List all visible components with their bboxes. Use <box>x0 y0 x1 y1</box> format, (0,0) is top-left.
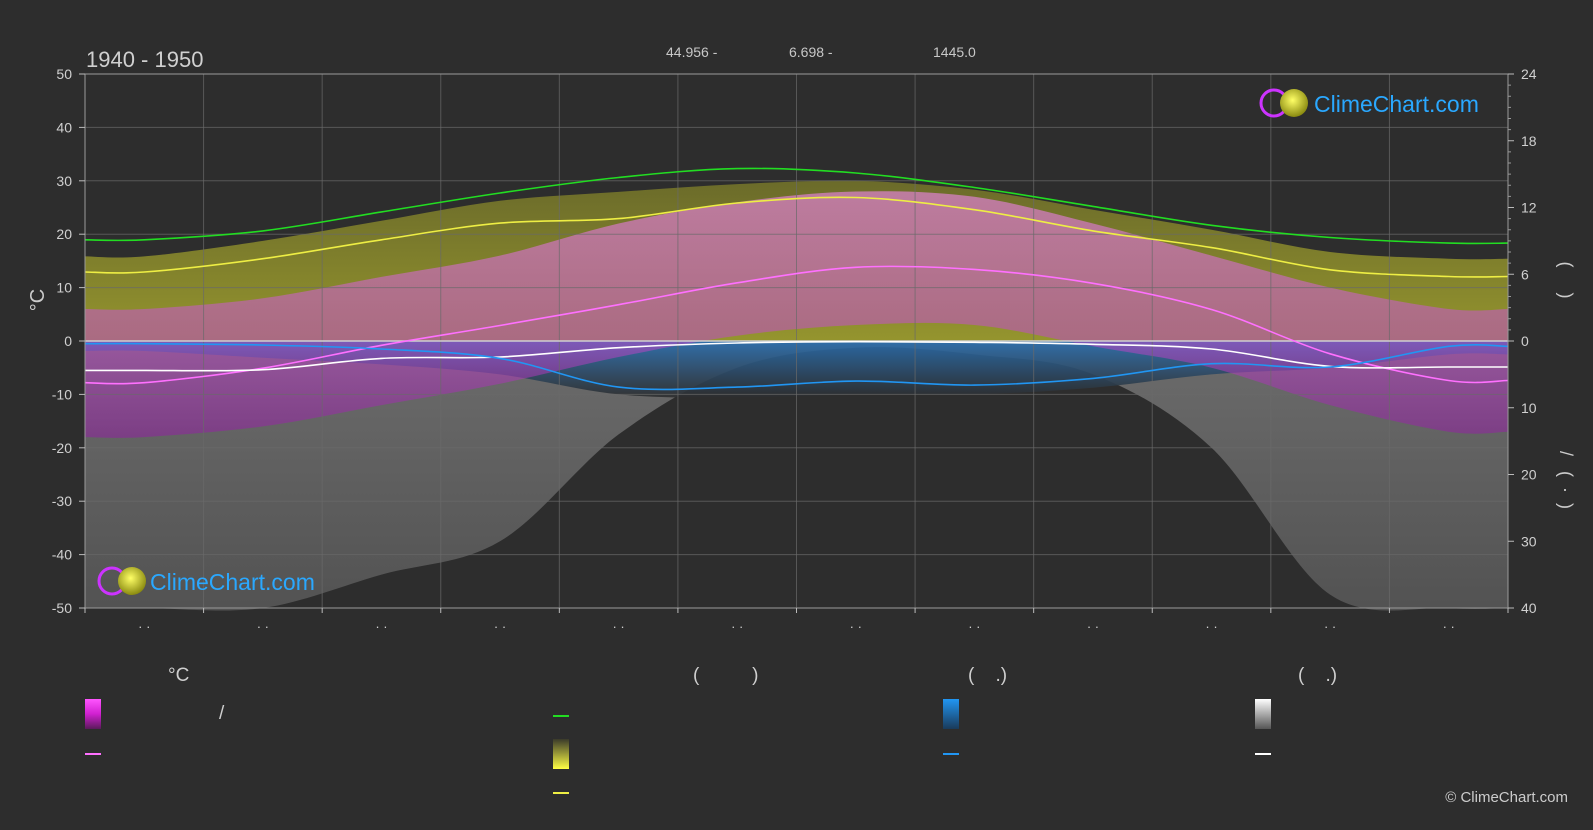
right-tick-label-hours: 24 <box>1521 66 1537 82</box>
plot-area <box>84 73 1509 611</box>
right-tick-label-mm: 30 <box>1521 533 1537 549</box>
legend-temp-range-swatch <box>85 699 101 729</box>
month-label: · · <box>1087 619 1099 634</box>
legend-snow-header: ( .) <box>1298 665 1338 686</box>
month-label: · · <box>1324 619 1336 634</box>
series-line-temp_mean <box>84 265 1509 385</box>
left-tick-label: -30 <box>52 493 72 509</box>
brand-logo-bottom: ClimeChart.com <box>97 566 315 596</box>
right-tick-label-hours: 0 <box>1521 333 1529 349</box>
copyright: © ClimeChart.com <box>1445 789 1568 806</box>
legend-temp-header: °C <box>168 665 190 686</box>
month-label: · · <box>494 619 506 634</box>
left-tick-label: 0 <box>64 333 72 349</box>
right-tick-label-mm: 10 <box>1521 400 1537 416</box>
period-title: 1940 - 1950 <box>86 47 203 72</box>
left-tick-label: -20 <box>52 440 72 456</box>
elevation-label: 1445.0 <box>933 44 976 60</box>
right-axis-top-title: ( ) <box>1556 262 1576 299</box>
left-tick-label: 10 <box>56 280 72 296</box>
month-label: · · <box>1443 619 1455 634</box>
legend-sunshine-mean-swatch <box>553 792 569 794</box>
left-tick-label: 40 <box>56 119 72 135</box>
series-line-rain_mean <box>84 342 1509 391</box>
right-axis: 24 18 12 6 0 10 20 30 40 <box>1508 66 1537 616</box>
series-line-daylight <box>84 167 1509 245</box>
left-tick-label: 20 <box>56 226 72 242</box>
month-label: · · <box>850 619 862 634</box>
left-tick-label: 30 <box>56 173 72 189</box>
brand-logo-top: ClimeChart.com <box>1259 88 1479 118</box>
logo-sun-icon <box>1280 89 1308 117</box>
month-label: · · <box>257 619 269 634</box>
month-label: · · <box>612 619 624 634</box>
right-tick-label-mm: 40 <box>1521 600 1537 616</box>
month-label: · · <box>1205 619 1217 634</box>
legend-sunshine-header: ( ) <box>693 665 759 686</box>
longitude-label: 6.698 - <box>789 44 833 60</box>
series-lines <box>84 167 1509 391</box>
right-tick-label-mm: 20 <box>1521 467 1537 483</box>
left-tick-label: -10 <box>52 386 72 402</box>
right-axis-bottom-title: / ( · ) <box>1556 451 1576 509</box>
left-tick-label: -40 <box>52 547 72 563</box>
latitude-label: 44.956 - <box>666 44 718 60</box>
series-line-sunshine_mean <box>84 196 1509 278</box>
logo-text: ClimeChart.com <box>1314 91 1479 117</box>
right-tick-label-hours: 6 <box>1521 266 1529 282</box>
right-tick-label-hours: 18 <box>1521 133 1537 149</box>
legend-daylight-swatch <box>553 715 569 717</box>
series-line-snow_mean <box>84 340 1509 372</box>
legend-rain-header: ( .) <box>968 665 1008 686</box>
month-label: · · <box>375 619 387 634</box>
left-tick-label: 50 <box>56 66 72 82</box>
left-axis-title: °C <box>27 289 49 311</box>
logo-sun-icon <box>118 567 146 595</box>
month-label: · · <box>138 619 150 634</box>
legend-sunshine-range-swatch <box>553 739 569 769</box>
legend-rain-mean-swatch <box>943 753 959 755</box>
left-tick-label: -50 <box>52 600 72 616</box>
right-tick-label-hours: 12 <box>1521 200 1537 216</box>
legend-snow-range-swatch <box>1255 699 1271 729</box>
legend-temp-mean-swatch <box>85 753 101 755</box>
month-label: · · <box>731 619 743 634</box>
legend-slash: / <box>219 703 225 724</box>
logo-text: ClimeChart.com <box>150 569 315 595</box>
legend-snow-mean-swatch <box>1255 753 1271 755</box>
x-axis: · · · · · · · · · · · · · · · · · · · · · · · · <box>84 608 1509 634</box>
legend-rain-range-swatch <box>943 699 959 729</box>
month-label: · · <box>968 619 980 634</box>
left-axis: 50 40 30 20 10 0 -10 -20 -30 -40 -50 <box>52 66 85 616</box>
